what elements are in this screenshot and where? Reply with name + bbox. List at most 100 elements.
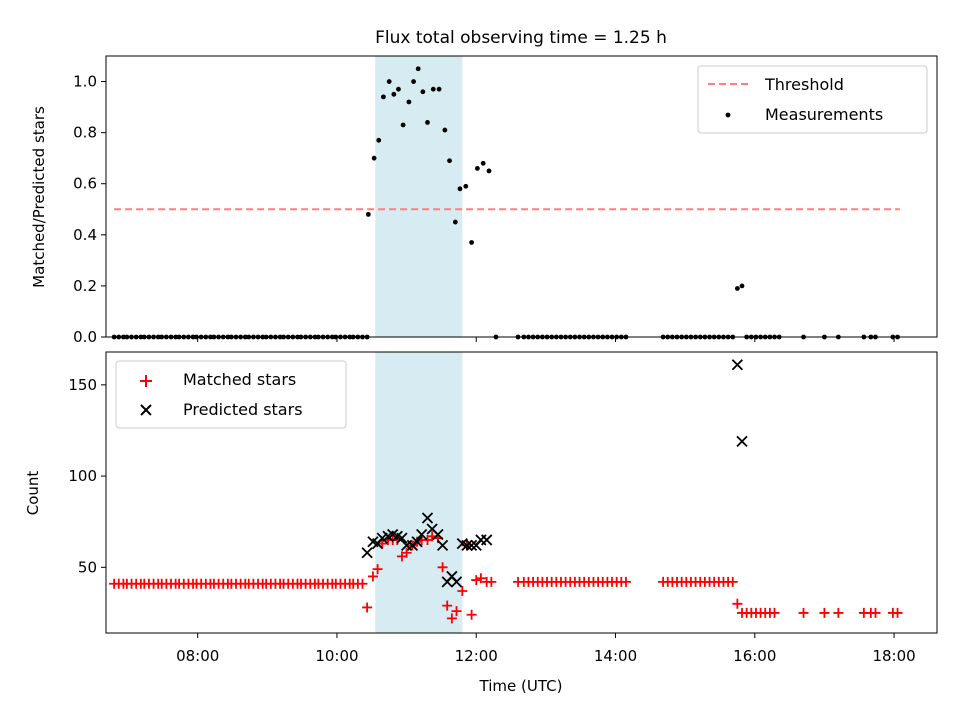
measurement-point — [430, 86, 436, 92]
matched-star-marker — [362, 602, 373, 613]
legend-matched-swatch — [140, 375, 152, 387]
bottom-legend-box — [115, 360, 347, 429]
matched-star-marker — [819, 607, 830, 618]
matched-star-marker — [471, 575, 482, 586]
top-y-tick-label: 0.4 — [73, 226, 97, 244]
top-y-tick-label: 0.8 — [73, 124, 97, 142]
measurement-point — [400, 122, 406, 128]
bottom-x-tick-label: 16:00 — [733, 647, 776, 665]
predicted-star-marker — [731, 359, 744, 371]
legend-threshold-label: Threshold — [764, 75, 844, 94]
measurement-point — [474, 166, 480, 171]
matched-star-marker — [798, 607, 809, 618]
bottom-x-tick-label: 12:00 — [455, 647, 498, 665]
measurement-point — [463, 183, 469, 189]
bottom-x-tick-label: 14:00 — [594, 647, 637, 665]
matched-star-marker — [437, 562, 448, 573]
matched-star-marker — [466, 609, 477, 620]
measurement-point — [457, 186, 463, 192]
matched-star-marker — [451, 606, 462, 617]
legend-predicted-swatch — [140, 404, 152, 416]
measurement-point — [739, 283, 745, 289]
matched-star-marker — [367, 571, 378, 582]
matched-star-marker — [446, 613, 457, 624]
bottom-x-tick-label: 18:00 — [872, 647, 915, 665]
measurement-point — [386, 79, 392, 84]
top-legend: Threshold Measurements — [697, 65, 928, 134]
bottom-y-tick-label: 50 — [78, 558, 97, 576]
measurement-point — [396, 86, 401, 92]
predicted-star-marker — [411, 536, 423, 548]
matched-star-marker — [442, 600, 453, 611]
matched-star-marker — [870, 607, 881, 618]
predicted-star-marker — [736, 435, 748, 448]
predicted-star-marker — [396, 532, 408, 544]
measurement-point — [380, 94, 386, 100]
matched-star-marker — [372, 564, 383, 575]
bottom-y-tick-label: 100 — [68, 467, 97, 485]
top-y-tick-label: 0.2 — [73, 277, 97, 295]
predicted-star-marker — [465, 539, 478, 552]
measurement-point — [376, 137, 382, 143]
measurement-point — [447, 158, 452, 164]
predicted-star-marker — [421, 512, 434, 524]
bottom-x-tick-label: 10:00 — [315, 647, 358, 665]
matched-star-marker — [892, 607, 903, 618]
top-subplot: 0.0 0.2 0.4 0.6 0.8 1.0 Matched/Predicted sta… — [30, 55, 938, 346]
legend-measurements-swatch — [725, 112, 731, 118]
matched-star-marker — [620, 576, 631, 587]
bottom-legend: Matched stars Predicted stars — [115, 360, 347, 429]
top-axes-frame — [105, 55, 938, 338]
bottom-y-axis-label: Count — [24, 471, 42, 516]
matched-star-marker — [475, 573, 486, 584]
measurement-point — [469, 240, 474, 245]
bottom-y-axis-ticks: 50 100 150 — [68, 376, 106, 576]
measurement-points — [111, 66, 900, 340]
matched-star-marker — [457, 586, 468, 597]
measurement-point — [436, 86, 442, 92]
matched-star-marker — [833, 607, 844, 618]
measurement-point — [406, 99, 412, 105]
measurement-point — [425, 120, 430, 125]
bottom-x-tick-label: 08:00 — [176, 647, 219, 665]
predicted-star-marker — [481, 534, 493, 546]
matched-star-marker — [401, 547, 412, 558]
measurement-point — [365, 211, 371, 217]
legend-predicted-label: Predicted stars — [183, 400, 303, 419]
predicted-star-marker — [432, 528, 444, 541]
legend-matched-label: Matched stars — [183, 370, 296, 389]
top-y-axis-ticks: 0.0 0.2 0.4 0.6 0.8 1.0 — [73, 73, 106, 346]
top-legend-box — [697, 65, 928, 134]
measurement-point — [420, 89, 426, 95]
predicted-star-marker — [436, 539, 449, 552]
bottom-axes-frame — [105, 351, 938, 634]
bottom-shaded-span — [375, 352, 463, 633]
predicted-star-marker — [450, 576, 463, 588]
measurement-point — [442, 127, 448, 133]
measurement-point — [391, 91, 397, 97]
matched-star-marker — [727, 576, 738, 587]
legend-measurements-label: Measurements — [765, 105, 883, 124]
top-y-tick-label: 0.0 — [73, 328, 97, 346]
top-y-tick-label: 0.6 — [73, 175, 97, 193]
measurement-point — [371, 155, 377, 161]
bottom-y-tick-label: 150 — [68, 376, 97, 394]
predicted-star-marker — [461, 539, 473, 552]
measurement-point — [734, 286, 740, 291]
predicted-star-marker — [416, 528, 428, 541]
predicted-stars-points — [361, 359, 748, 588]
matched-star-marker — [732, 598, 743, 609]
measurement-point — [486, 168, 492, 174]
chart-title: Flux total observing time = 1.25 h — [375, 28, 667, 48]
predicted-star-marker — [361, 547, 373, 559]
matched-star-marker — [377, 538, 388, 549]
top-x-axis-ticks — [197, 337, 895, 342]
measurement-point — [415, 66, 421, 72]
top-y-axis-label: Matched/Predicted stars — [30, 106, 48, 288]
top-shaded-span — [375, 56, 463, 337]
top-y-tick-label: 1.0 — [73, 73, 97, 91]
matched-star-marker — [357, 578, 368, 589]
bottom-x-axis-ticks: 08:00 10:00 12:00 14:00 16:00 18:00 — [176, 633, 916, 665]
measurement-point — [411, 79, 416, 84]
